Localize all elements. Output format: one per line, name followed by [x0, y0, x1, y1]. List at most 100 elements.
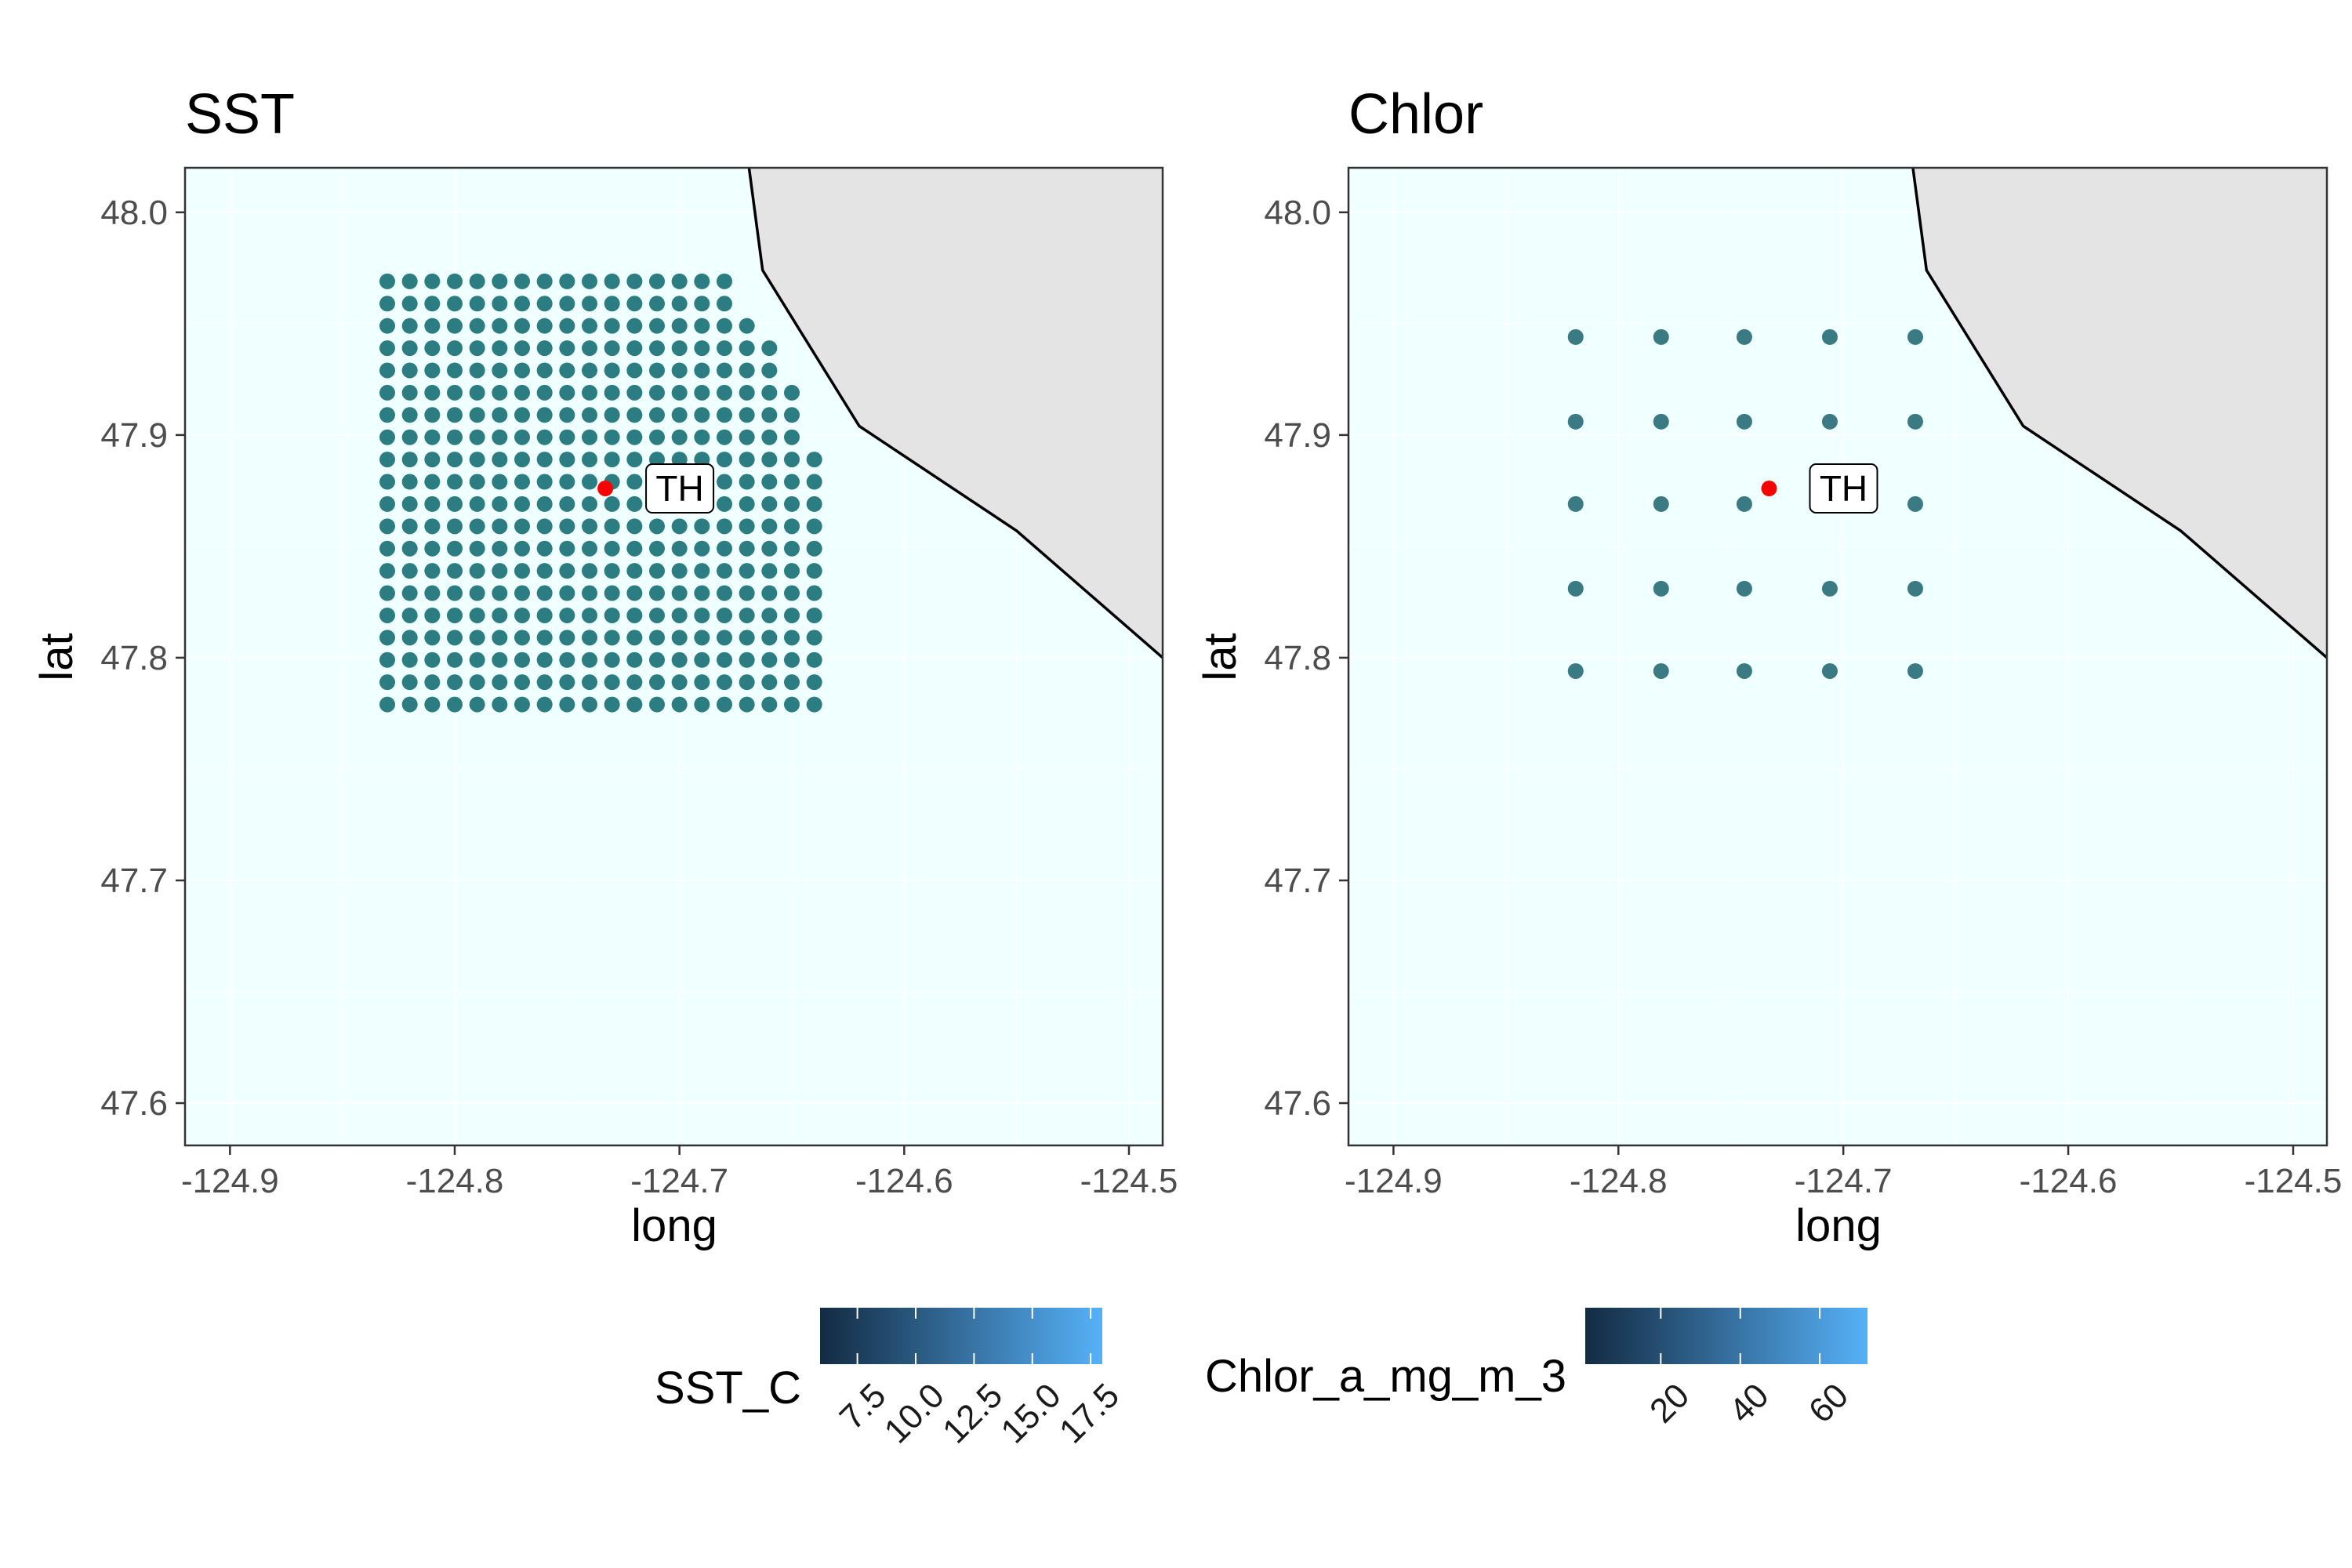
- data-point: [401, 452, 418, 468]
- data-point: [424, 518, 441, 535]
- data-point: [604, 273, 620, 289]
- data-point: [559, 296, 575, 312]
- data-point: [379, 518, 395, 535]
- data-point: [717, 585, 732, 601]
- data-point: [694, 318, 710, 334]
- data-point: [671, 340, 688, 357]
- data-point: [1567, 328, 1584, 345]
- coastline: [747, 168, 1163, 659]
- data-point: [469, 452, 485, 468]
- data-point: [582, 474, 597, 490]
- y-tick-label: 47.8: [100, 639, 168, 677]
- data-point: [739, 540, 755, 557]
- data-point: [784, 563, 800, 579]
- data-point: [784, 384, 800, 401]
- data-point: [469, 674, 485, 691]
- data-point: [806, 452, 822, 468]
- data-point: [424, 384, 441, 401]
- data-point: [761, 429, 778, 445]
- data-point: [649, 540, 665, 557]
- data-point: [424, 474, 441, 490]
- data-point: [1821, 662, 1838, 679]
- data-point: [1907, 495, 1923, 512]
- data-point: [559, 452, 575, 468]
- y-tick-label: 47.6: [1264, 1084, 1331, 1123]
- data-point: [401, 384, 418, 401]
- data-point: [379, 407, 395, 423]
- legend-title: SST_C: [655, 1363, 801, 1414]
- data-point: [559, 607, 575, 623]
- panel-title: SST: [185, 83, 295, 146]
- data-point: [806, 495, 822, 512]
- data-point: [401, 273, 418, 289]
- data-point: [401, 407, 418, 423]
- data-point: [671, 407, 688, 423]
- data-point: [761, 652, 778, 668]
- data-point: [379, 630, 395, 646]
- data-point: [401, 652, 418, 668]
- data-point: [761, 362, 778, 379]
- coastline: [1911, 168, 2327, 659]
- data-point: [514, 563, 530, 579]
- data-point: [469, 340, 485, 357]
- data-point: [626, 495, 643, 512]
- data-point: [739, 407, 755, 423]
- data-point: [582, 652, 597, 668]
- data-point: [717, 296, 732, 312]
- data-point: [761, 340, 778, 357]
- data-point: [739, 696, 755, 713]
- data-point: [604, 674, 620, 691]
- data-point: [582, 540, 597, 557]
- data-point: [582, 495, 597, 512]
- data-point: [559, 273, 575, 289]
- data-point: [1821, 413, 1838, 430]
- data-point: [604, 518, 620, 535]
- data-point: [604, 362, 620, 379]
- data-point: [604, 495, 620, 512]
- data-point: [717, 518, 732, 535]
- data-point: [694, 563, 710, 579]
- data-point: [739, 652, 755, 668]
- data-point: [424, 296, 441, 312]
- data-point: [424, 607, 441, 623]
- panel-title: Chlor: [1348, 83, 1483, 146]
- data-point: [447, 474, 463, 490]
- data-point: [717, 429, 732, 445]
- station-label: TH: [655, 468, 703, 509]
- data-point: [401, 585, 418, 601]
- data-point: [469, 296, 485, 312]
- data-point: [492, 340, 508, 357]
- data-point: [379, 296, 395, 312]
- data-point: [1567, 580, 1584, 597]
- y-tick-label: 47.7: [100, 862, 168, 900]
- y-axis-title: lat: [1195, 633, 1246, 681]
- data-point: [469, 607, 485, 623]
- data-point: [671, 296, 688, 312]
- data-point: [536, 495, 553, 512]
- data-point: [717, 696, 732, 713]
- data-point: [649, 607, 665, 623]
- data-point: [717, 495, 732, 512]
- data-point: [514, 273, 530, 289]
- data-point: [739, 429, 755, 445]
- data-point: [694, 630, 710, 646]
- data-point: [739, 585, 755, 601]
- data-point: [469, 273, 485, 289]
- data-point: [626, 474, 643, 490]
- data-point: [717, 563, 732, 579]
- x-tick-label: -124.5: [1080, 1162, 1178, 1200]
- data-point: [536, 407, 553, 423]
- data-point: [761, 540, 778, 557]
- data-point: [671, 630, 688, 646]
- data-point: [582, 518, 597, 535]
- data-point: [536, 340, 553, 357]
- panel-border: [1347, 166, 2328, 1147]
- y-tick-label: 48.0: [1264, 194, 1331, 232]
- data-point: [717, 318, 732, 334]
- data-point: [492, 495, 508, 512]
- data-point: [514, 540, 530, 557]
- data-point: [447, 607, 463, 623]
- data-point: [1653, 662, 1669, 679]
- data-point: [582, 407, 597, 423]
